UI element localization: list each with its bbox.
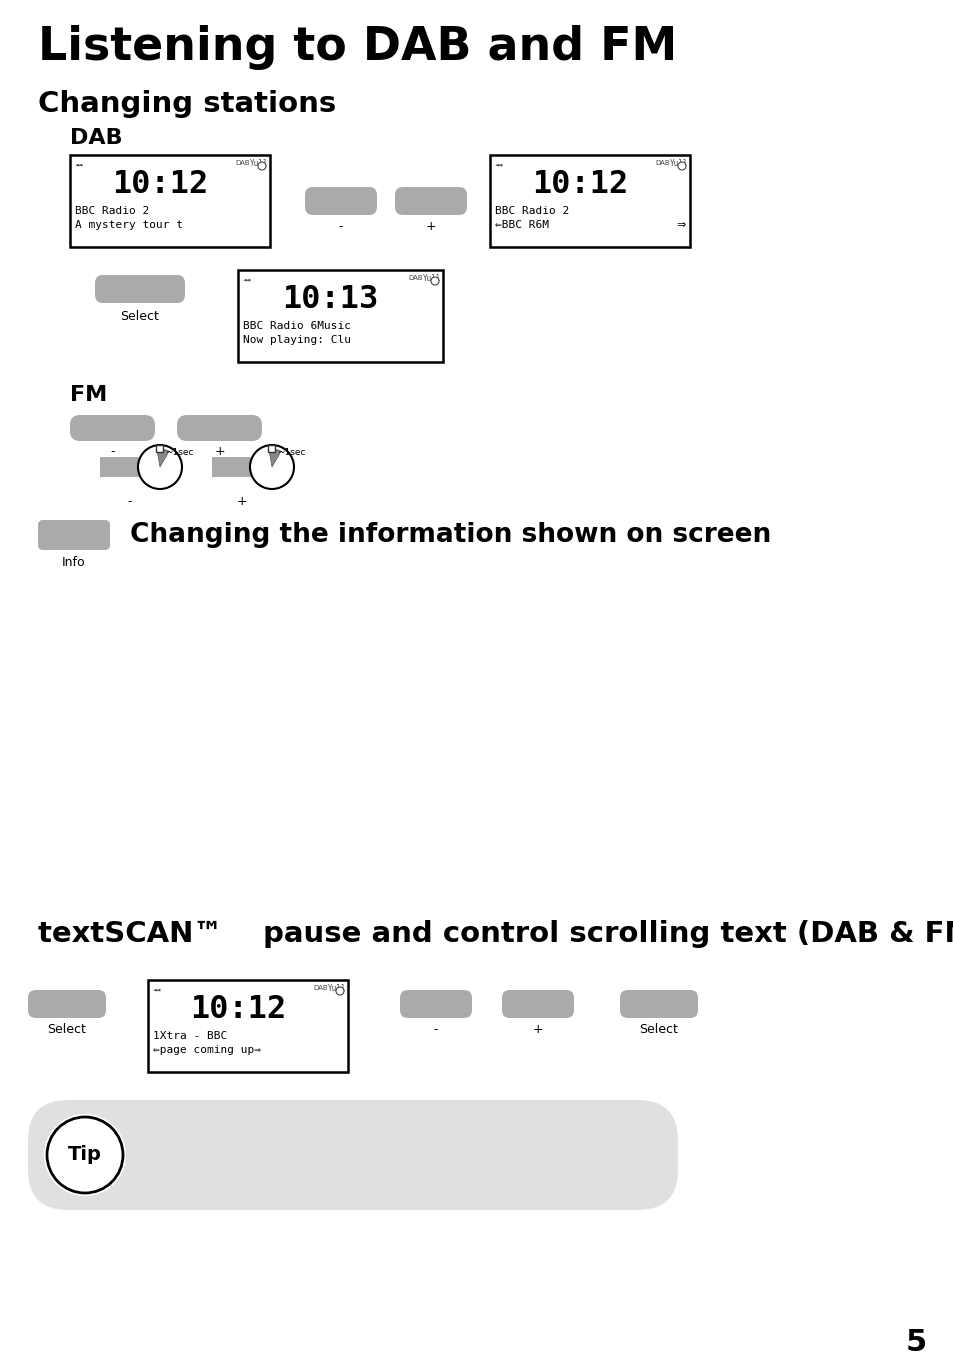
Circle shape xyxy=(138,445,182,489)
Circle shape xyxy=(44,1114,126,1197)
Bar xyxy=(70,155,270,247)
Text: ◄◄: ◄◄ xyxy=(152,986,161,992)
Text: A mystery tour t: A mystery tour t xyxy=(75,220,183,230)
Circle shape xyxy=(47,1117,123,1192)
Text: Changing the information shown on screen: Changing the information shown on screen xyxy=(130,522,770,548)
Bar xyxy=(100,457,148,477)
Bar xyxy=(237,270,442,362)
Text: BBC Radio 6Music: BBC Radio 6Music xyxy=(243,320,351,331)
FancyBboxPatch shape xyxy=(619,990,698,1018)
Text: Yull: Yull xyxy=(250,160,268,168)
Text: ~1sec: ~1sec xyxy=(165,448,193,457)
Text: +: + xyxy=(236,495,247,508)
FancyBboxPatch shape xyxy=(95,274,185,303)
Text: Yull: Yull xyxy=(422,274,441,283)
Text: ◄◄: ◄◄ xyxy=(75,161,84,168)
FancyBboxPatch shape xyxy=(70,415,154,441)
Text: FM: FM xyxy=(70,385,107,406)
Bar xyxy=(156,445,163,452)
Text: DAB: DAB xyxy=(408,274,422,281)
Text: 10:12: 10:12 xyxy=(532,169,627,200)
Text: ⇐BBC R6M: ⇐BBC R6M xyxy=(495,220,548,230)
FancyBboxPatch shape xyxy=(28,1101,678,1210)
Bar xyxy=(490,155,689,247)
Text: -: - xyxy=(338,220,343,233)
FancyBboxPatch shape xyxy=(177,415,262,441)
Text: DAB: DAB xyxy=(313,986,327,991)
Wedge shape xyxy=(269,449,281,466)
Text: DAB: DAB xyxy=(655,160,669,166)
Bar xyxy=(148,980,348,1072)
FancyBboxPatch shape xyxy=(501,990,574,1018)
Text: 1Xtra - BBC: 1Xtra - BBC xyxy=(152,1032,227,1041)
FancyBboxPatch shape xyxy=(38,521,110,550)
Bar xyxy=(268,445,275,452)
Text: 10:12: 10:12 xyxy=(190,994,286,1025)
Text: 5: 5 xyxy=(904,1328,925,1352)
Text: Changing stations: Changing stations xyxy=(38,91,335,118)
Text: Yull: Yull xyxy=(328,984,346,992)
Text: textSCAN™    pause and control scrolling text (DAB & FM): textSCAN™ pause and control scrolling te… xyxy=(38,919,953,948)
Text: +: + xyxy=(532,1023,543,1036)
FancyBboxPatch shape xyxy=(399,990,472,1018)
Text: Now playing: Clu: Now playing: Clu xyxy=(243,335,351,345)
Text: BBC Radio 2: BBC Radio 2 xyxy=(75,206,149,216)
Text: -: - xyxy=(111,445,114,458)
Text: Select: Select xyxy=(48,1023,87,1036)
Text: Tip: Tip xyxy=(68,1145,102,1164)
Circle shape xyxy=(257,162,266,170)
Text: ⇒: ⇒ xyxy=(676,220,684,230)
FancyBboxPatch shape xyxy=(28,990,106,1018)
Text: Select: Select xyxy=(639,1023,678,1036)
Text: ◄◄: ◄◄ xyxy=(495,161,503,168)
FancyBboxPatch shape xyxy=(305,187,376,215)
Text: 10:13: 10:13 xyxy=(282,284,378,315)
Text: ⇐page coming up⇒: ⇐page coming up⇒ xyxy=(152,1045,261,1055)
Text: -: - xyxy=(128,495,132,508)
Circle shape xyxy=(250,445,294,489)
Text: Listening to DAB and FM: Listening to DAB and FM xyxy=(38,24,677,70)
Text: DAB: DAB xyxy=(70,128,123,147)
Text: Yull: Yull xyxy=(669,160,688,168)
Bar xyxy=(212,457,260,477)
Text: ~1sec: ~1sec xyxy=(277,448,306,457)
Text: Info: Info xyxy=(62,556,86,569)
Text: 10:12: 10:12 xyxy=(112,169,208,200)
Text: -: - xyxy=(434,1023,437,1036)
Text: BBC Radio 2: BBC Radio 2 xyxy=(495,206,569,216)
Text: +: + xyxy=(425,220,436,233)
Text: ◄◄: ◄◄ xyxy=(243,276,252,283)
Text: DAB: DAB xyxy=(234,160,250,166)
Circle shape xyxy=(678,162,685,170)
Wedge shape xyxy=(156,449,169,466)
Circle shape xyxy=(335,987,344,995)
Text: Select: Select xyxy=(120,310,159,323)
FancyBboxPatch shape xyxy=(395,187,467,215)
Text: +: + xyxy=(214,445,225,458)
Circle shape xyxy=(431,277,438,285)
